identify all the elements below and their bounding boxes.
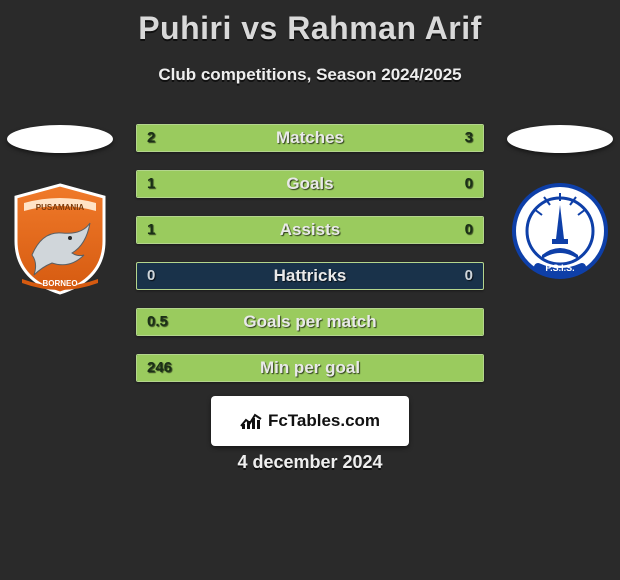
- stat-value-right: 0: [455, 263, 483, 289]
- brand-pill[interactable]: FcTables.com: [211, 396, 409, 446]
- stat-label: Hattricks: [137, 263, 483, 289]
- bar-left-fill: [137, 217, 403, 243]
- svg-text:BORNEO: BORNEO: [42, 279, 77, 288]
- round-badge-icon: P.S.I.S.: [512, 183, 608, 279]
- chart-icon: [240, 412, 262, 430]
- svg-text:P.S.I.S.: P.S.I.S.: [545, 263, 574, 273]
- left-player-column: PUSAMANIA BORNEO: [0, 125, 120, 300]
- bar-left-fill: [137, 171, 403, 197]
- player-photo-left-placeholder: [7, 125, 113, 153]
- bar-right-fill: [275, 125, 483, 151]
- club-badge-left: PUSAMANIA BORNEO: [12, 183, 108, 300]
- bar-left-fill: [137, 355, 483, 381]
- bar-right-fill: [403, 171, 483, 197]
- bar-left-fill: [137, 125, 275, 151]
- player-photo-right-placeholder: [507, 125, 613, 153]
- stat-row: Goals per match0.5: [136, 308, 484, 336]
- stat-row: Assists10: [136, 216, 484, 244]
- stat-row: Matches23: [136, 124, 484, 152]
- stats-panel: Matches23 Goals10 Assists10 Hattricks0 0 Goal…: [136, 124, 484, 400]
- right-player-column: P.S.I.S.: [500, 125, 620, 284]
- subtitle: Club competitions, Season 2024/2025: [0, 65, 620, 85]
- svg-text:PUSAMANIA: PUSAMANIA: [36, 203, 85, 212]
- shield-icon: PUSAMANIA BORNEO: [12, 183, 108, 295]
- stat-row: Hattricks0 0: [136, 262, 484, 290]
- brand-label: FcTables.com: [268, 411, 380, 431]
- bar-right-fill: [403, 217, 483, 243]
- club-badge-right: P.S.I.S.: [512, 183, 608, 284]
- date-label: 4 december 2024: [0, 452, 620, 473]
- stat-row: Goals10: [136, 170, 484, 198]
- stat-value-left: 0: [137, 263, 165, 289]
- stat-row: Min per goal246: [136, 354, 484, 382]
- bar-left-fill: [137, 309, 483, 335]
- page-title: Puhiri vs Rahman Arif: [0, 0, 620, 47]
